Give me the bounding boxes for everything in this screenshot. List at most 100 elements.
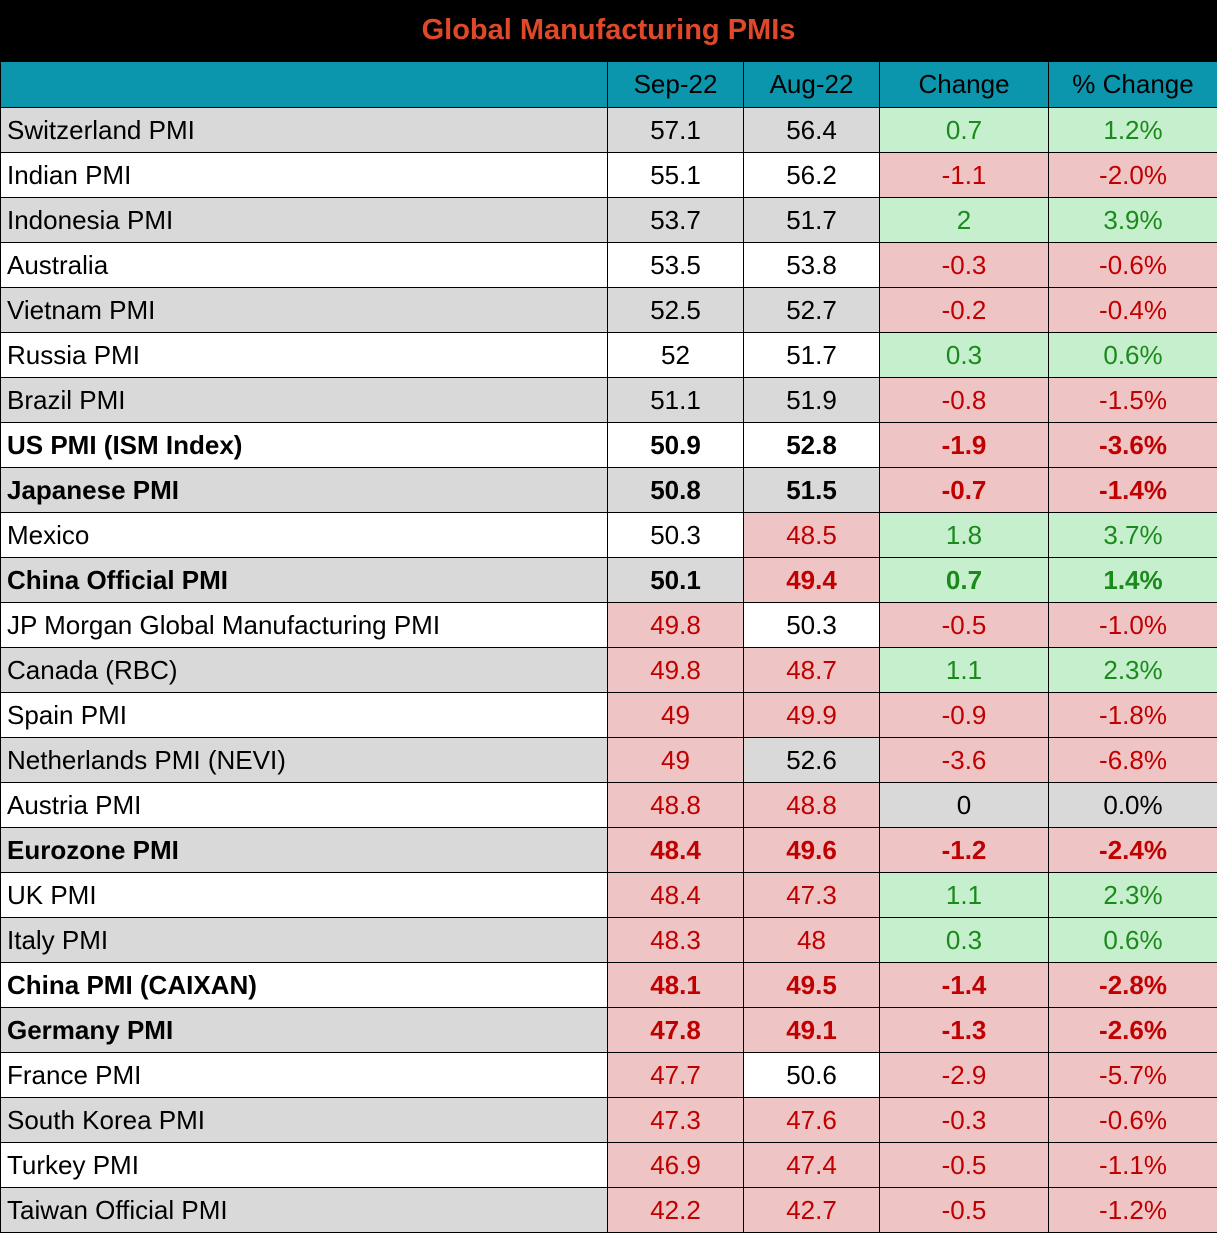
- header-country: [0, 61, 608, 108]
- aug-22-cell: 49.9: [743, 692, 880, 738]
- country-cell: Spain PMI: [0, 692, 608, 738]
- pct-change-cell: 0.6%: [1048, 917, 1217, 963]
- table-row: Indonesia PMI 53.7 51.7 2 3.9%: [0, 197, 1217, 243]
- sep-22-cell: 50.1: [607, 557, 744, 603]
- aug-22-cell: 51.7: [743, 332, 880, 378]
- sep-22-cell: 48.3: [607, 917, 744, 963]
- aug-22-cell: 47.4: [743, 1142, 880, 1188]
- aug-22-cell: 48.8: [743, 782, 880, 828]
- aug-22-cell: 49.6: [743, 827, 880, 873]
- sep-22-cell: 48.4: [607, 827, 744, 873]
- sep-22-cell: 49.8: [607, 602, 744, 648]
- sep-22-cell: 57.1: [607, 107, 744, 153]
- sep-22-cell: 49: [607, 692, 744, 738]
- country-cell: Turkey PMI: [0, 1142, 608, 1188]
- change-cell: 0.3: [879, 917, 1049, 963]
- change-cell: -0.3: [879, 242, 1049, 288]
- change-cell: -1.4: [879, 962, 1049, 1008]
- pct-change-cell: 0.6%: [1048, 332, 1217, 378]
- change-cell: -1.1: [879, 152, 1049, 198]
- aug-22-cell: 48: [743, 917, 880, 963]
- header-sep-22: Sep-22: [607, 61, 744, 108]
- country-cell: UK PMI: [0, 872, 608, 918]
- sep-22-cell: 52.5: [607, 287, 744, 333]
- aug-22-cell: 49.4: [743, 557, 880, 603]
- table-row: JP Morgan Global Manufacturing PMI 49.8 50…: [0, 602, 1217, 648]
- country-cell: US PMI (ISM Index): [0, 422, 608, 468]
- change-cell: -0.3: [879, 1097, 1049, 1143]
- table-body: Switzerland PMI 57.1 56.4 0.7 1.2% Indian PMI…: [0, 107, 1217, 1233]
- country-cell: Japanese PMI: [0, 467, 608, 513]
- aug-22-cell: 48.5: [743, 512, 880, 558]
- pct-change-cell: -0.4%: [1048, 287, 1217, 333]
- aug-22-cell: 53.8: [743, 242, 880, 288]
- table-row: Austria PMI 48.8 48.8 0 0.0%: [0, 782, 1217, 828]
- country-cell: Mexico: [0, 512, 608, 558]
- sep-22-cell: 48.4: [607, 872, 744, 918]
- table-row: China PMI (CAIXAN) 48.1 49.5 -1.4 -2.8%: [0, 962, 1217, 1008]
- change-cell: 1.1: [879, 872, 1049, 918]
- table-row: Germany PMI 47.8 49.1 -1.3 -2.6%: [0, 1007, 1217, 1053]
- sep-22-cell: 50.8: [607, 467, 744, 513]
- table-row: Eurozone PMI 48.4 49.6 -1.2 -2.4%: [0, 827, 1217, 873]
- pct-change-cell: -1.8%: [1048, 692, 1217, 738]
- sep-22-cell: 47.7: [607, 1052, 744, 1098]
- table-row: Vietnam PMI 52.5 52.7 -0.2 -0.4%: [0, 287, 1217, 333]
- pct-change-cell: -5.7%: [1048, 1052, 1217, 1098]
- country-cell: Indonesia PMI: [0, 197, 608, 243]
- change-cell: -1.3: [879, 1007, 1049, 1053]
- table-row: Mexico 50.3 48.5 1.8 3.7%: [0, 512, 1217, 558]
- pct-change-cell: -0.6%: [1048, 242, 1217, 288]
- pct-change-cell: -2.0%: [1048, 152, 1217, 198]
- country-cell: Brazil PMI: [0, 377, 608, 423]
- country-cell: Netherlands PMI (NEVI): [0, 737, 608, 783]
- table-row: Japanese PMI 50.8 51.5 -0.7 -1.4%: [0, 467, 1217, 513]
- country-cell: Indian PMI: [0, 152, 608, 198]
- pct-change-cell: -2.8%: [1048, 962, 1217, 1008]
- change-cell: -0.8: [879, 377, 1049, 423]
- pct-change-cell: -1.0%: [1048, 602, 1217, 648]
- country-cell: China Official PMI: [0, 557, 608, 603]
- aug-22-cell: 49.1: [743, 1007, 880, 1053]
- change-cell: 1.8: [879, 512, 1049, 558]
- sep-22-cell: 51.1: [607, 377, 744, 423]
- table-row: Spain PMI 49 49.9 -0.9 -1.8%: [0, 692, 1217, 738]
- change-cell: 0.7: [879, 557, 1049, 603]
- change-cell: -0.5: [879, 1187, 1049, 1233]
- pct-change-cell: 0.0%: [1048, 782, 1217, 828]
- table-row: Canada (RBC) 49.8 48.7 1.1 2.3%: [0, 647, 1217, 693]
- aug-22-cell: 51.7: [743, 197, 880, 243]
- change-cell: -1.2: [879, 827, 1049, 873]
- sep-22-cell: 55.1: [607, 152, 744, 198]
- sep-22-cell: 47.8: [607, 1007, 744, 1053]
- header-row: Sep-22 Aug-22 Change % Change: [0, 61, 1217, 108]
- sep-22-cell: 53.5: [607, 242, 744, 288]
- aug-22-cell: 56.4: [743, 107, 880, 153]
- aug-22-cell: 50.6: [743, 1052, 880, 1098]
- pct-change-cell: -6.8%: [1048, 737, 1217, 783]
- change-cell: -2.9: [879, 1052, 1049, 1098]
- aug-22-cell: 49.5: [743, 962, 880, 1008]
- sep-22-cell: 53.7: [607, 197, 744, 243]
- table-row: UK PMI 48.4 47.3 1.1 2.3%: [0, 872, 1217, 918]
- change-cell: -0.5: [879, 1142, 1049, 1188]
- pct-change-cell: 2.3%: [1048, 872, 1217, 918]
- table-row: Switzerland PMI 57.1 56.4 0.7 1.2%: [0, 107, 1217, 153]
- country-cell: Italy PMI: [0, 917, 608, 963]
- change-cell: -3.6: [879, 737, 1049, 783]
- pct-change-cell: -1.4%: [1048, 467, 1217, 513]
- sep-22-cell: 46.9: [607, 1142, 744, 1188]
- sep-22-cell: 50.9: [607, 422, 744, 468]
- table-row: Taiwan Official PMI 42.2 42.7 -0.5 -1.2%: [0, 1187, 1217, 1233]
- sep-22-cell: 52: [607, 332, 744, 378]
- aug-22-cell: 51.9: [743, 377, 880, 423]
- country-cell: Russia PMI: [0, 332, 608, 378]
- table-row: Indian PMI 55.1 56.2 -1.1 -2.0%: [0, 152, 1217, 198]
- header-aug-22: Aug-22: [743, 61, 880, 108]
- pct-change-cell: 1.2%: [1048, 107, 1217, 153]
- country-cell: Vietnam PMI: [0, 287, 608, 333]
- change-cell: -0.2: [879, 287, 1049, 333]
- pct-change-cell: -2.4%: [1048, 827, 1217, 873]
- pmi-table: Sep-22 Aug-22 Change % Change Switzerlan…: [0, 61, 1217, 1233]
